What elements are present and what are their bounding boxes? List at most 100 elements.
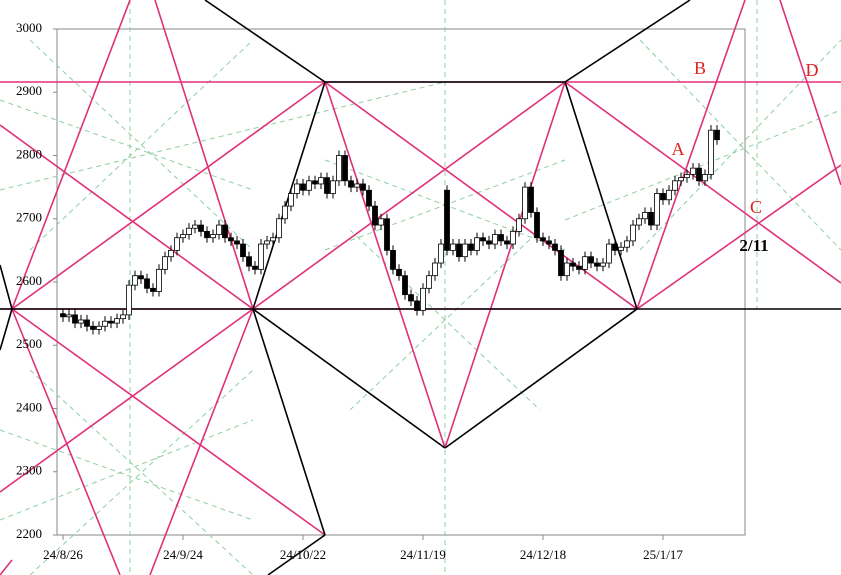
- candle-body: [552, 243, 558, 251]
- candle-body: [234, 240, 240, 245]
- candle-body: [216, 224, 222, 235]
- candle-body: [606, 243, 612, 264]
- candle-body: [540, 237, 546, 242]
- y-tick-label: 2500: [16, 336, 42, 351]
- candle-body: [84, 319, 90, 327]
- candle-body: [360, 183, 366, 191]
- candle-body: [294, 183, 300, 194]
- candle-body: [444, 189, 450, 251]
- candle-body: [90, 325, 96, 330]
- candle-body: [96, 325, 102, 330]
- candle-body: [630, 224, 636, 242]
- candle-body: [210, 234, 216, 239]
- candle-body: [150, 287, 156, 292]
- candle-body: [246, 256, 252, 267]
- candle-body: [228, 237, 234, 242]
- candle-body: [162, 256, 168, 270]
- x-tick-label: 24/12/18: [520, 547, 566, 562]
- candle-body: [168, 249, 174, 258]
- candle-body: [126, 284, 132, 316]
- candle-body: [642, 212, 648, 220]
- candle-body: [300, 183, 306, 191]
- x-tick-label: 24/10/22: [280, 547, 326, 562]
- candle-body: [120, 314, 126, 320]
- candle-body: [426, 275, 432, 289]
- candle-body: [336, 155, 342, 182]
- candle-body: [66, 314, 72, 318]
- candle-body: [270, 237, 276, 242]
- candle-body: [582, 256, 588, 270]
- candle-body: [414, 300, 420, 311]
- candle-body: [618, 246, 624, 251]
- candle-body: [672, 180, 678, 191]
- candle-body: [354, 183, 360, 188]
- y-tick-label: 2200: [16, 526, 42, 541]
- y-tick-label: 2600: [16, 273, 42, 288]
- candle-body: [144, 278, 150, 289]
- candle-body: [348, 180, 354, 188]
- candle-body: [594, 262, 600, 267]
- candle-body: [456, 243, 462, 258]
- y-tick-label: 2900: [16, 83, 42, 98]
- candle-body: [402, 275, 408, 296]
- candle-body: [288, 193, 294, 207]
- annotation: C: [750, 197, 762, 217]
- candle-body: [240, 243, 246, 258]
- candle-body: [420, 287, 426, 311]
- candle-body: [684, 174, 690, 179]
- candle-body: [408, 294, 414, 302]
- annotation: A: [672, 139, 685, 159]
- candle-body: [654, 193, 660, 226]
- candle-body: [666, 189, 672, 201]
- candle-body: [708, 129, 714, 175]
- candle-body: [702, 174, 708, 182]
- candle-body: [330, 180, 336, 194]
- candle-body: [438, 243, 444, 264]
- candle-body: [384, 218, 390, 251]
- candle-body: [576, 265, 582, 270]
- y-tick-label: 3000: [16, 20, 42, 35]
- x-tick-label: 24/11/19: [400, 547, 446, 562]
- candle-body: [174, 237, 180, 251]
- candle-body: [156, 268, 162, 292]
- candle-body: [252, 265, 258, 270]
- candle-body: [564, 262, 570, 277]
- y-tick-label: 2300: [16, 463, 42, 478]
- candle-body: [678, 177, 684, 182]
- candle-body: [498, 234, 504, 242]
- candle-body: [492, 234, 498, 245]
- candle-body: [690, 167, 696, 175]
- candle-body: [264, 240, 270, 245]
- candle-body: [474, 237, 480, 251]
- candle-body: [312, 180, 318, 185]
- y-tick-label: 2800: [16, 146, 42, 161]
- candle-body: [612, 243, 618, 251]
- candle-body: [372, 205, 378, 226]
- candle-body: [324, 177, 330, 194]
- candle-body: [558, 249, 564, 277]
- candle-body: [132, 275, 138, 286]
- candle-body: [432, 262, 438, 277]
- candle-body: [480, 237, 486, 242]
- candle-body: [570, 262, 576, 267]
- candle-body: [624, 240, 630, 248]
- candle-body: [282, 205, 288, 220]
- candle-body: [72, 314, 78, 324]
- candle-body: [588, 256, 594, 264]
- candle-body: [108, 320, 114, 324]
- candle-body: [648, 212, 654, 226]
- candle-body: [636, 218, 642, 226]
- candle-body: [468, 243, 474, 251]
- candle-body: [660, 193, 666, 201]
- candle-body: [222, 224, 228, 239]
- candle-body: [534, 212, 540, 239]
- candle-body: [516, 218, 522, 232]
- annotation: 2/11: [739, 236, 768, 255]
- candle-body: [342, 155, 348, 182]
- candle-body: [450, 243, 456, 251]
- candle-body: [102, 320, 108, 327]
- x-tick-label: 24/9/24: [163, 547, 203, 562]
- x-tick-label: 25/1/17: [643, 547, 683, 562]
- candle-body: [186, 227, 192, 235]
